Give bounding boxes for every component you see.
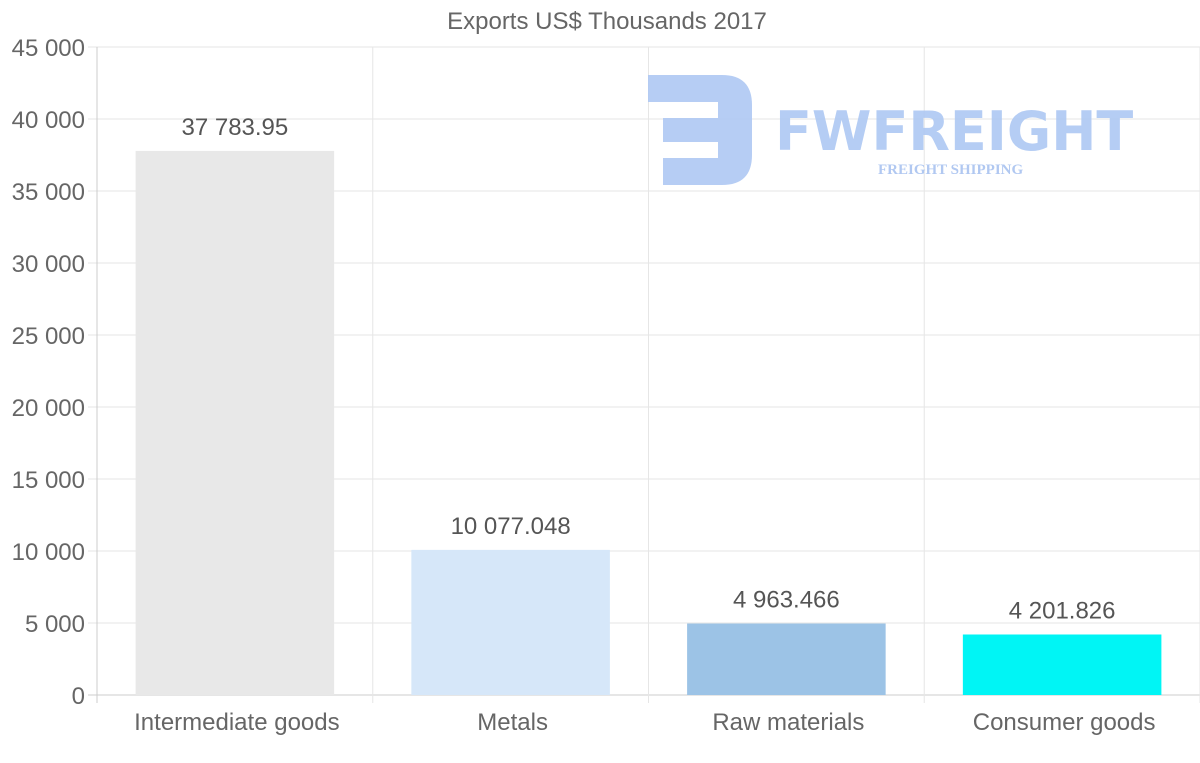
watermark-name: FWFREIGHT [775,100,1133,163]
x-tick-label: Metals [477,709,548,736]
chart-title: Exports US$ Thousands 2017 [447,8,767,35]
bar-intermediate-goods[interactable] [135,150,335,695]
data-label: 10 077.048 [451,513,571,540]
bar-metals[interactable] [411,549,610,695]
y-tick-label: 35 000 [12,179,85,206]
data-label: 4 201.826 [1009,597,1116,624]
y-tick-label: 0 [72,683,85,710]
bar-raw-materials[interactable] [687,623,886,695]
y-tick-label: 25 000 [12,323,85,350]
x-tick-label: Raw materials [712,709,864,736]
y-tick-label: 5 000 [25,611,85,638]
data-label: 4 963.466 [733,587,840,614]
y-tick-label: 30 000 [12,251,85,278]
bars [135,150,1162,695]
watermark-tagline: FREIGHT SHIPPING [878,162,1023,178]
labels: 0 5 000 10 000 15 000 20 000 25 000 30 000 35 0… [12,35,1156,736]
y-tick-label: 15 000 [12,467,85,494]
fwfreight-logo-icon [648,75,752,185]
watermark: FWFREIGHT FREIGHT SHIPPING [648,75,1133,185]
y-tick-label: 20 000 [12,395,85,422]
bar-consumer-goods[interactable] [962,634,1162,695]
x-tick-label: Consumer goods [973,709,1156,736]
y-tick-label: 40 000 [12,107,85,134]
data-label: 37 783.95 [181,114,288,141]
y-tick-label: 10 000 [12,539,85,566]
x-tick-label: Intermediate goods [134,709,339,736]
y-tick-label: 45 000 [12,35,85,62]
